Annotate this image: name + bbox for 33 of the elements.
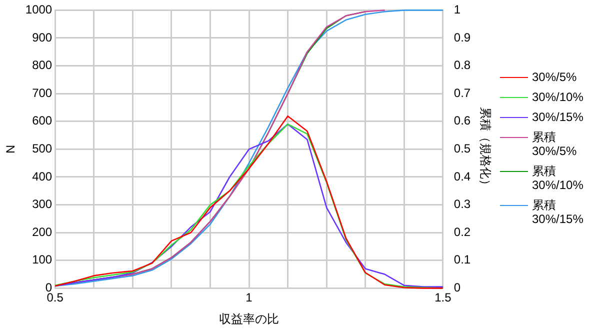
y2-tick-label: 0.9 bbox=[454, 30, 471, 44]
legend-label: 累積 30%/5% bbox=[532, 130, 578, 158]
x-tick-label: 1.5 bbox=[434, 290, 452, 305]
legend-label: 累積 30%/10% bbox=[532, 164, 584, 192]
x-tick-label: 1 bbox=[246, 290, 253, 305]
y-axis-title: N bbox=[4, 144, 18, 154]
y2-tick-label: 0.4 bbox=[454, 169, 471, 184]
x-tick-label: 0.5 bbox=[46, 290, 64, 305]
y2-tick-label: 0.7 bbox=[454, 86, 471, 100]
y-tick-label: 700 bbox=[32, 86, 52, 100]
y2-tick-label: 0.8 bbox=[454, 58, 471, 72]
y-tick-label: 200 bbox=[32, 224, 52, 239]
legend-label: 30%/5% bbox=[532, 70, 578, 84]
y-tick-label: 100 bbox=[32, 252, 52, 267]
y2-tick-label: 0.1 bbox=[454, 252, 471, 267]
y-tick-label: 1000 bbox=[25, 2, 52, 17]
legend-label: 30%/15% bbox=[532, 110, 584, 124]
y-tick-label: 500 bbox=[32, 142, 52, 156]
y2-tick-label: 0.6 bbox=[454, 114, 471, 128]
y2-tick-label: 0.5 bbox=[454, 142, 471, 156]
y2-tick-label: 0.3 bbox=[454, 197, 471, 212]
y-tick-label: 300 bbox=[32, 197, 52, 212]
y2-tick-label: 0 bbox=[454, 280, 461, 295]
y2-axis-title: 累積（規格化） bbox=[478, 107, 492, 192]
legend-label: 30%/10% bbox=[532, 90, 584, 104]
y-tick-label: 900 bbox=[32, 30, 52, 44]
y-tick-label: 400 bbox=[32, 169, 52, 184]
y2-tick-label: 1 bbox=[454, 2, 461, 17]
legend-label: 累積 30%/15% bbox=[532, 198, 584, 226]
y-tick-label: 600 bbox=[32, 114, 52, 128]
x-axis-title: 収益率の比 bbox=[219, 312, 280, 326]
y2-tick-label: 0.2 bbox=[454, 224, 471, 239]
y-tick-label: 800 bbox=[32, 58, 52, 72]
